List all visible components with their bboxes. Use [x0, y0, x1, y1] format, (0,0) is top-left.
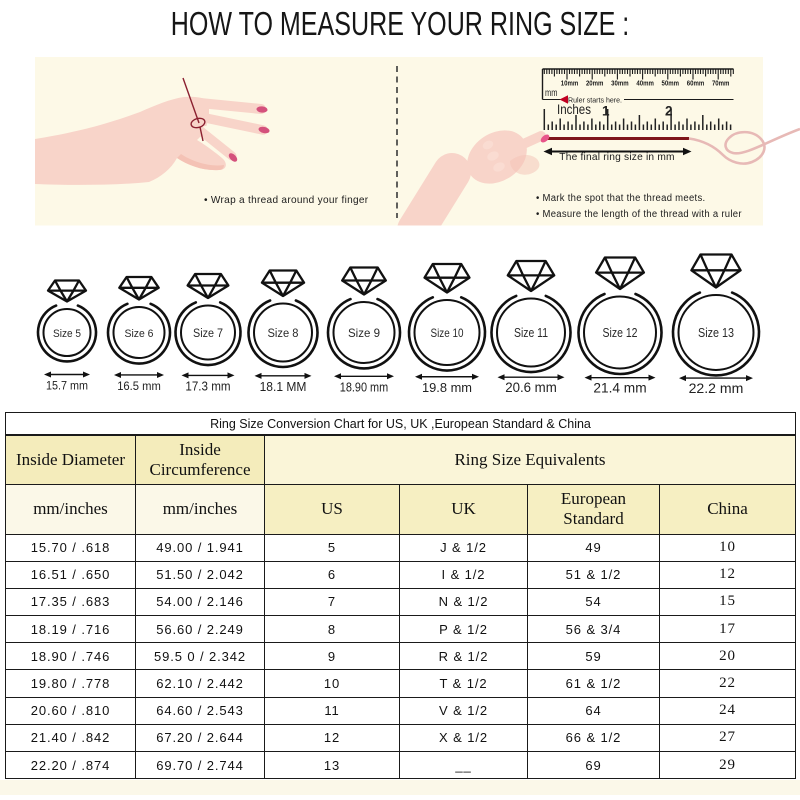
- svg-text:Ruler starts here.: Ruler starts here.: [568, 96, 622, 105]
- svg-text:Size 8: Size 8: [268, 327, 299, 340]
- svg-text:70mm: 70mm: [712, 79, 730, 88]
- svg-text:15.7 mm: 15.7 mm: [46, 379, 88, 393]
- svg-text:30mm: 30mm: [611, 79, 629, 88]
- svg-text:50mm: 50mm: [662, 79, 680, 88]
- svg-text:Inches: Inches: [557, 102, 591, 117]
- svg-text:mm: mm: [545, 88, 558, 99]
- svg-text:Size 10: Size 10: [431, 326, 464, 340]
- svg-text:16.5 mm: 16.5 mm: [117, 379, 161, 393]
- svg-text:60mm: 60mm: [687, 79, 705, 88]
- svg-text:18.1 MM: 18.1 MM: [260, 379, 307, 394]
- svg-text:22.2 mm: 22.2 mm: [689, 380, 744, 396]
- svg-text:Size 5: Size 5: [53, 328, 81, 340]
- svg-text:Size 11: Size 11: [514, 326, 548, 340]
- svg-text:1: 1: [602, 104, 610, 119]
- svg-text:19.8 mm: 19.8 mm: [422, 380, 472, 395]
- svg-text:Size 7: Size 7: [193, 328, 223, 340]
- svg-text:Size 9: Size 9: [348, 326, 380, 340]
- svg-text:10mm: 10mm: [561, 79, 579, 88]
- svg-text:20mm: 20mm: [586, 79, 604, 88]
- svg-text:Size 13: Size 13: [698, 325, 734, 340]
- svg-text:Size 12: Size 12: [603, 325, 638, 340]
- svg-text:17.3 mm: 17.3 mm: [185, 379, 230, 393]
- svg-text:18.90 mm: 18.90 mm: [340, 379, 388, 394]
- svg-text:2: 2: [665, 104, 673, 119]
- svg-text:20.6 mm: 20.6 mm: [505, 380, 557, 395]
- svg-text:Size 6: Size 6: [125, 328, 154, 340]
- svg-text:21.4 mm: 21.4 mm: [593, 381, 646, 396]
- svg-text:40mm: 40mm: [636, 79, 654, 88]
